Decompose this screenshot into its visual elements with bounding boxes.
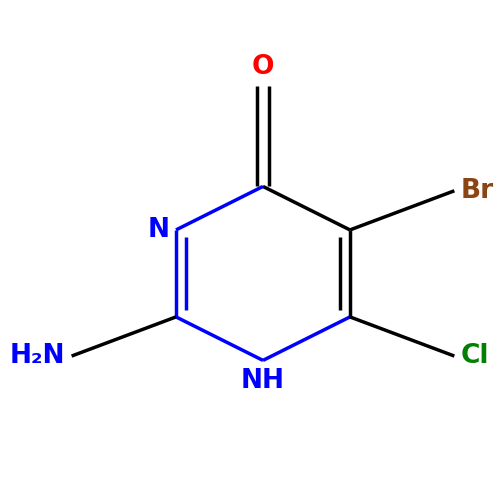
Text: O: O [252, 54, 274, 80]
Text: H₂N: H₂N [10, 343, 65, 369]
Text: Br: Br [461, 178, 494, 204]
Text: NH: NH [241, 368, 285, 394]
Text: N: N [148, 217, 170, 243]
Text: Cl: Cl [461, 343, 490, 369]
